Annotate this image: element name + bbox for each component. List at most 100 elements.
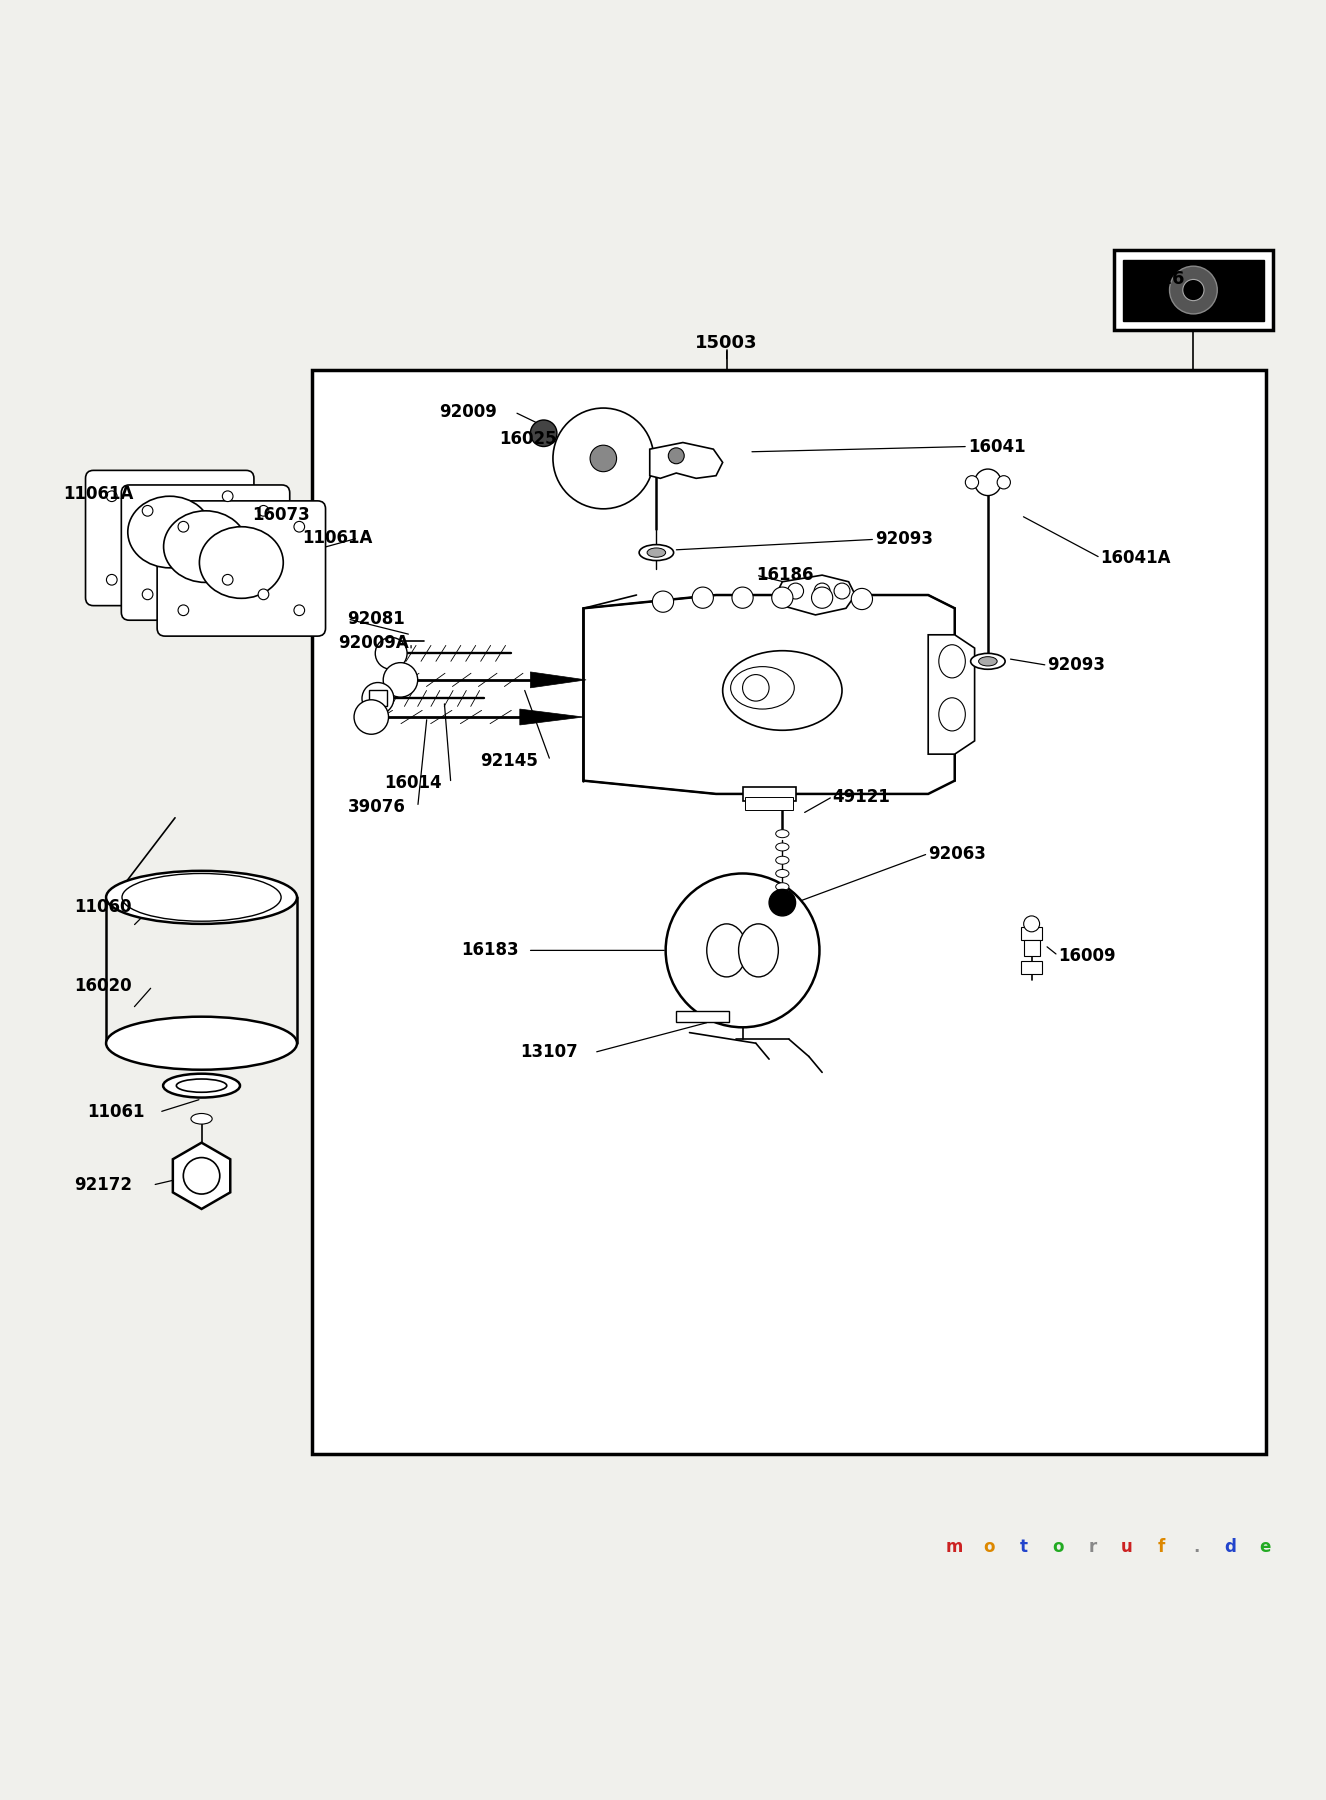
Text: o: o <box>1053 1537 1063 1555</box>
Circle shape <box>668 448 684 464</box>
Text: 16009: 16009 <box>1058 947 1115 965</box>
Circle shape <box>375 637 407 670</box>
Polygon shape <box>776 576 855 616</box>
Circle shape <box>1183 279 1204 301</box>
Circle shape <box>178 605 188 616</box>
Text: 11061A: 11061A <box>64 486 134 504</box>
Circle shape <box>183 1157 220 1193</box>
Text: m: m <box>945 1537 964 1555</box>
Ellipse shape <box>939 644 965 679</box>
Circle shape <box>142 506 152 517</box>
Circle shape <box>223 491 233 502</box>
Text: 49121: 49121 <box>833 788 891 806</box>
Circle shape <box>383 662 418 697</box>
Text: 11060: 11060 <box>74 898 131 916</box>
Text: 16020: 16020 <box>74 977 131 995</box>
Ellipse shape <box>971 653 1005 670</box>
Circle shape <box>814 583 830 599</box>
Ellipse shape <box>776 882 789 891</box>
Text: 16073: 16073 <box>252 506 310 524</box>
Text: 92009A: 92009A <box>338 634 408 652</box>
Ellipse shape <box>106 1017 297 1069</box>
Circle shape <box>294 605 305 616</box>
Polygon shape <box>928 635 975 754</box>
Ellipse shape <box>723 652 842 731</box>
Bar <box>743 787 796 801</box>
Ellipse shape <box>106 871 297 923</box>
Text: o: o <box>984 1537 994 1555</box>
Ellipse shape <box>639 545 674 560</box>
Circle shape <box>106 574 117 585</box>
Text: 16041: 16041 <box>968 437 1025 455</box>
Ellipse shape <box>731 666 794 709</box>
Text: t: t <box>1020 1537 1028 1555</box>
Text: 92009: 92009 <box>439 403 497 421</box>
Circle shape <box>1024 916 1040 932</box>
Text: 15003: 15003 <box>695 335 758 353</box>
Text: d: d <box>1225 1537 1236 1555</box>
Circle shape <box>106 491 117 502</box>
Ellipse shape <box>163 1075 240 1098</box>
Circle shape <box>975 470 1001 495</box>
Circle shape <box>142 589 152 599</box>
Bar <box>676 1012 729 1022</box>
Circle shape <box>354 700 389 734</box>
Ellipse shape <box>776 869 789 877</box>
Text: r: r <box>1089 1537 1097 1555</box>
Polygon shape <box>583 596 955 794</box>
Text: 39076: 39076 <box>347 797 406 815</box>
Bar <box>745 797 793 810</box>
Ellipse shape <box>163 511 248 583</box>
Ellipse shape <box>707 923 747 977</box>
FancyBboxPatch shape <box>121 484 289 621</box>
Polygon shape <box>520 709 583 725</box>
Ellipse shape <box>939 698 965 731</box>
Circle shape <box>743 675 769 700</box>
Ellipse shape <box>647 547 666 558</box>
Text: 92093: 92093 <box>1048 657 1106 675</box>
Text: 16186: 16186 <box>756 567 813 585</box>
FancyBboxPatch shape <box>85 470 253 605</box>
Circle shape <box>732 587 753 608</box>
Polygon shape <box>530 671 586 688</box>
Text: 92081: 92081 <box>347 610 406 628</box>
Text: 92145: 92145 <box>480 752 538 770</box>
Text: 16183: 16183 <box>461 941 518 959</box>
Circle shape <box>772 587 793 608</box>
Circle shape <box>997 475 1010 490</box>
Circle shape <box>652 590 674 612</box>
Bar <box>1024 940 1040 956</box>
Circle shape <box>294 522 305 533</box>
Bar <box>1123 259 1264 320</box>
Ellipse shape <box>122 873 281 922</box>
Text: 92172: 92172 <box>74 1175 133 1193</box>
Ellipse shape <box>739 923 778 977</box>
Circle shape <box>362 682 394 715</box>
Text: e: e <box>1260 1537 1270 1555</box>
Text: 16025: 16025 <box>500 430 557 448</box>
Bar <box>1021 927 1042 940</box>
Ellipse shape <box>979 657 997 666</box>
Circle shape <box>178 522 188 533</box>
Polygon shape <box>172 1143 231 1210</box>
FancyBboxPatch shape <box>156 500 325 635</box>
Circle shape <box>259 589 269 599</box>
Text: 92063: 92063 <box>928 844 987 862</box>
Ellipse shape <box>776 842 789 851</box>
Circle shape <box>812 587 833 608</box>
Text: u: u <box>1122 1537 1132 1555</box>
Circle shape <box>590 445 617 472</box>
Bar <box>369 691 387 706</box>
Text: 13107: 13107 <box>520 1044 578 1062</box>
Text: 11061: 11061 <box>88 1103 145 1121</box>
Ellipse shape <box>776 857 789 864</box>
Polygon shape <box>650 443 723 479</box>
Text: 16041A: 16041A <box>1101 549 1171 567</box>
Circle shape <box>788 583 804 599</box>
Circle shape <box>666 873 819 1028</box>
Ellipse shape <box>176 1078 227 1093</box>
Text: 11061A: 11061A <box>302 529 373 547</box>
Ellipse shape <box>776 830 789 837</box>
Text: f: f <box>1158 1537 1166 1555</box>
Text: .: . <box>1193 1537 1199 1555</box>
